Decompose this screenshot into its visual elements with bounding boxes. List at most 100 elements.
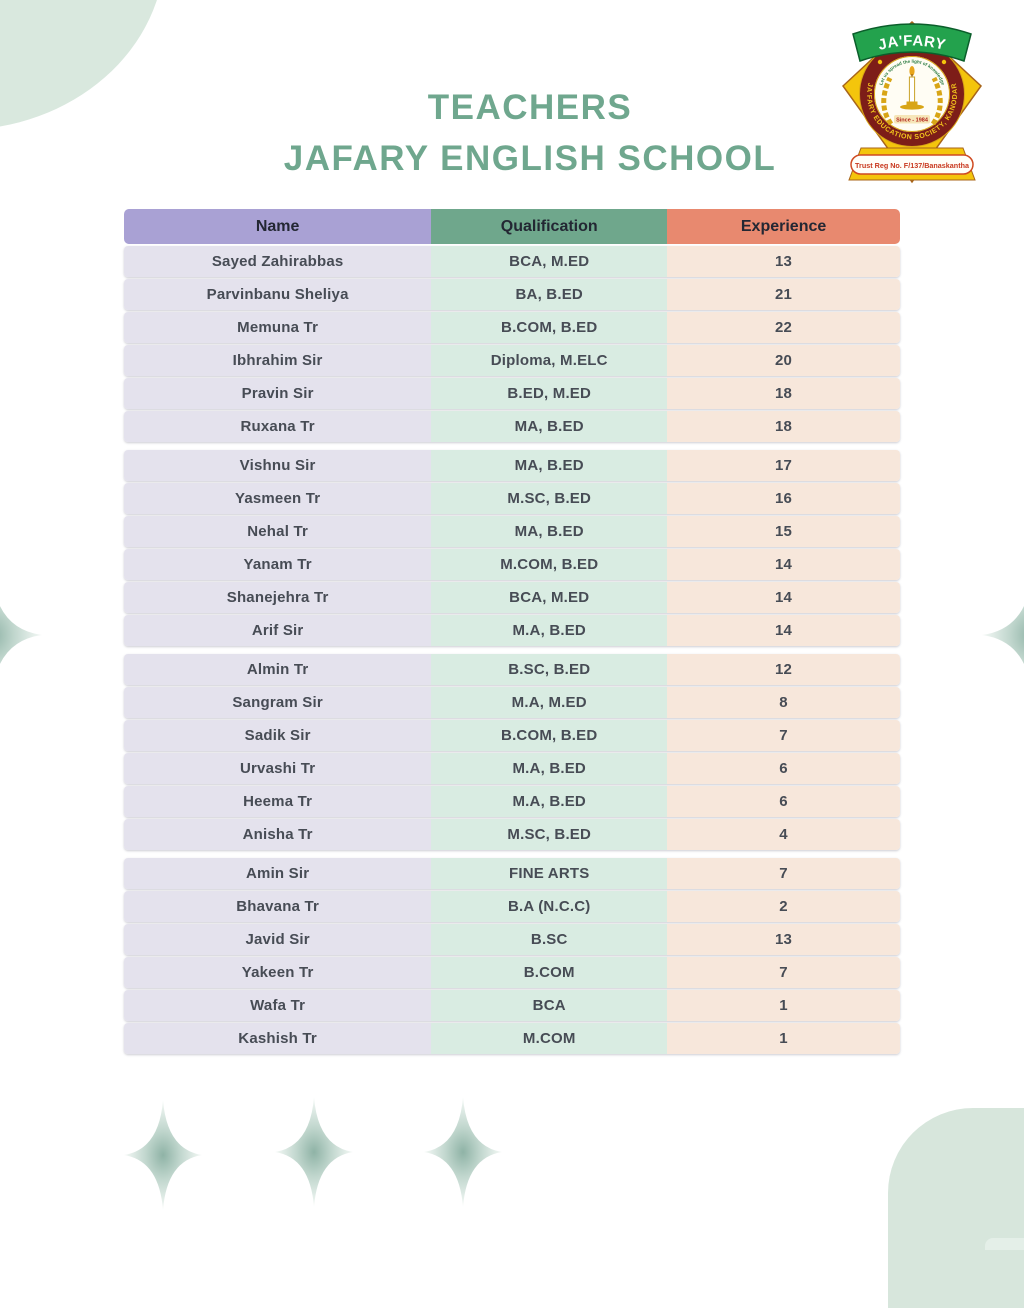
table-row: Ruxana Tr MA, B.ED 18 (124, 411, 900, 442)
qualification-cell: FINE ARTS (431, 858, 668, 889)
sparkle-icon (424, 1097, 502, 1207)
logo-banner-text: JA'FARY (876, 32, 947, 53)
name-cell: Yanam Tr (124, 549, 432, 580)
experience-cell: 18 (667, 378, 900, 409)
experience-cell: 14 (667, 549, 900, 580)
sparkle-icon (0, 605, 42, 665)
table-row: Wafa Tr BCA 1 (124, 990, 900, 1021)
table-row: Almin Tr B.SC, B.ED 12 (124, 654, 900, 685)
name-cell: Almin Tr (124, 654, 432, 685)
qualification-cell: M.A, B.ED (431, 753, 668, 784)
table-row: Sayed Zahirabbas BCA, M.ED 13 (124, 246, 900, 277)
sparkle-icon (124, 1100, 202, 1210)
table-row: Bhavana Tr B.A (N.C.C) 2 (124, 891, 900, 922)
experience-cell: 4 (667, 819, 900, 850)
name-cell: Kashish Tr (124, 1023, 432, 1054)
logo-trust-text: Trust Reg No. F/137/Banaskantha (855, 161, 970, 170)
experience-cell: 6 (667, 786, 900, 817)
experience-cell: 7 (667, 858, 900, 889)
experience-cell: 21 (667, 279, 900, 310)
name-cell: Arif Sir (124, 615, 432, 646)
qualification-cell: B.SC (431, 924, 668, 955)
name-cell: Yakeen Tr (124, 957, 432, 988)
decorative-blob-bottom-right (888, 1108, 1024, 1308)
table-group: Sayed Zahirabbas BCA, M.ED 13 Parvinbanu Sh… (124, 246, 900, 442)
experience-cell: 18 (667, 411, 900, 442)
table-row: Yakeen Tr B.COM 7 (124, 957, 900, 988)
teachers-table: Name Qualification Experience Sayed Zahi… (124, 209, 900, 1062)
page-title-line2: JAFARY ENGLISH SCHOOL (283, 139, 777, 178)
experience-cell: 13 (667, 924, 900, 955)
qualification-cell: B.A (N.C.C) (431, 891, 668, 922)
name-cell: Nehal Tr (124, 516, 432, 547)
name-cell: Sayed Zahirabbas (124, 246, 432, 277)
table-row: Sangram Sir M.A, M.ED 8 (124, 687, 900, 718)
experience-cell: 2 (667, 891, 900, 922)
qualification-cell: M.A, M.ED (431, 687, 668, 718)
sparkle-icon (982, 605, 1024, 665)
table-row: Amin Sir FINE ARTS 7 (124, 858, 900, 889)
experience-cell: 13 (667, 246, 900, 277)
name-cell: Anisha Tr (124, 819, 432, 850)
qualification-cell: MA, B.ED (431, 516, 668, 547)
school-logo: JA'FARY EDUCATION SOCIETY, KANODAR Let u… (842, 20, 982, 184)
laurel-left (881, 76, 894, 126)
experience-cell: 15 (667, 516, 900, 547)
qualification-cell: B.COM, B.ED (431, 312, 668, 343)
name-cell: Bhavana Tr (124, 891, 432, 922)
table-group: Almin Tr B.SC, B.ED 12 Sangram Sir M.A, M.ED… (124, 654, 900, 850)
qualification-cell: M.SC, B.ED (431, 819, 668, 850)
name-cell: Shanejehra Tr (124, 582, 432, 613)
column-header-experience: Experience (667, 209, 900, 244)
qualification-cell: M.SC, B.ED (431, 483, 668, 514)
table-row: Parvinbanu Sheliya BA, B.ED 21 (124, 279, 900, 310)
experience-cell: 8 (667, 687, 900, 718)
table-row: Ibhrahim Sir Diploma, M.ELC 20 (124, 345, 900, 376)
column-header-qualification: Qualification (431, 209, 668, 244)
qualification-cell: MA, B.ED (431, 411, 668, 442)
sparkle-icon (275, 1097, 353, 1207)
qualification-cell: M.A, B.ED (431, 615, 668, 646)
table-row: Yasmeen Tr M.SC, B.ED 16 (124, 483, 900, 514)
experience-cell: 16 (667, 483, 900, 514)
table-row: Anisha Tr M.SC, B.ED 4 (124, 819, 900, 850)
name-cell: Ibhrahim Sir (124, 345, 432, 376)
experience-cell: 20 (667, 345, 900, 376)
name-cell: Yasmeen Tr (124, 483, 432, 514)
qualification-cell: B.SC, B.ED (431, 654, 668, 685)
name-cell: Heema Tr (124, 786, 432, 817)
experience-cell: 14 (667, 582, 900, 613)
table-row: Arif Sir M.A, B.ED 14 (124, 615, 900, 646)
experience-cell: 6 (667, 753, 900, 784)
qualification-cell: BCA (431, 990, 668, 1021)
logo-banner (852, 23, 972, 62)
qualification-cell: B.ED, M.ED (431, 378, 668, 409)
qualification-cell: MA, B.ED (431, 450, 668, 481)
qualification-cell: BA, B.ED (431, 279, 668, 310)
table-row: Nehal Tr MA, B.ED 15 (124, 516, 900, 547)
table-row: Yanam Tr M.COM, B.ED 14 (124, 549, 900, 580)
logo-since: Since - 1984 (896, 118, 929, 124)
page-title: TEACHERS JAFARY ENGLISH SCHOOL (36, 82, 1024, 184)
table-group: Vishnu Sir MA, B.ED 17 Yasmeen Tr M.SC, B.ED… (124, 450, 900, 646)
name-cell: Amin Sir (124, 858, 432, 889)
name-cell: Pravin Sir (124, 378, 432, 409)
laurel-right (930, 76, 943, 126)
qualification-cell: M.COM, B.ED (431, 549, 668, 580)
name-cell: Vishnu Sir (124, 450, 432, 481)
table-row: Heema Tr M.A, B.ED 6 (124, 786, 900, 817)
experience-cell: 1 (667, 990, 900, 1021)
table-row: Urvashi Tr M.A, B.ED 6 (124, 753, 900, 784)
name-cell: Sadik Sir (124, 720, 432, 751)
experience-cell: 17 (667, 450, 900, 481)
qualification-cell: B.COM (431, 957, 668, 988)
qualification-cell: B.COM, B.ED (431, 720, 668, 751)
column-header-name: Name (124, 209, 432, 244)
name-cell: Wafa Tr (124, 990, 432, 1021)
table-row: Javid Sir B.SC 13 (124, 924, 900, 955)
name-cell: Sangram Sir (124, 687, 432, 718)
experience-cell: 7 (667, 720, 900, 751)
experience-cell: 1 (667, 1023, 900, 1054)
qualification-cell: M.COM (431, 1023, 668, 1054)
table-row: Vishnu Sir MA, B.ED 17 (124, 450, 900, 481)
